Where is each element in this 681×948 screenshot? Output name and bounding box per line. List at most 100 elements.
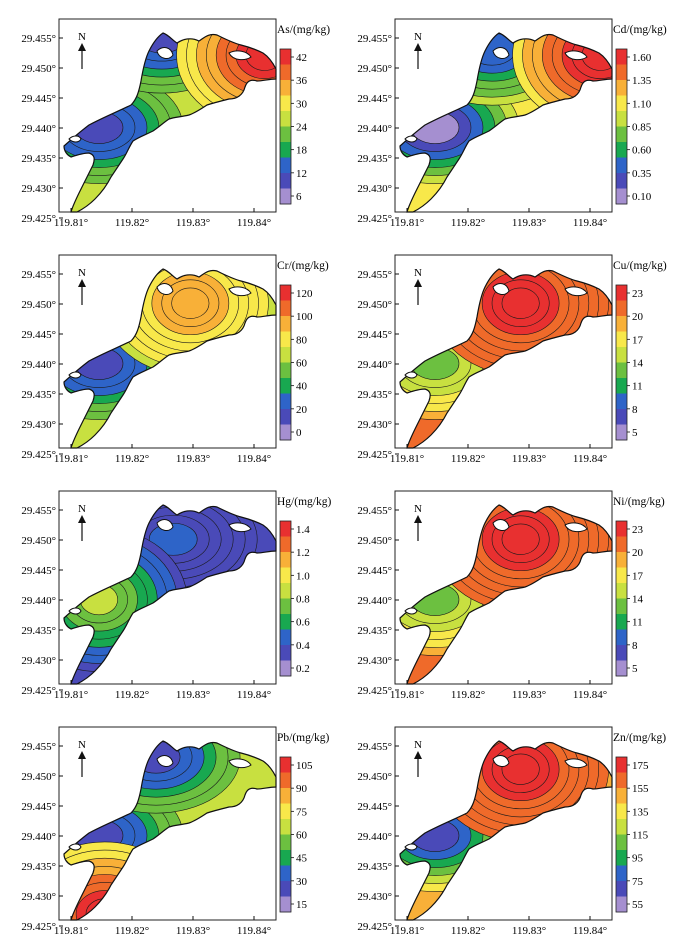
x-tick-label: 119.82° — [115, 925, 149, 937]
colorbar-segment — [280, 103, 291, 112]
colorbar-segment — [616, 757, 627, 766]
colorbar-title: Cr/(mg/kg) — [277, 260, 329, 272]
island — [492, 519, 510, 531]
island — [156, 519, 174, 531]
colorbar-tick-label: 45 — [296, 853, 308, 865]
map-panel: N 29.455° 29.450° 29.445° 29.440° 29.435° 29.4… — [357, 490, 665, 701]
colorbar-segment — [280, 652, 291, 661]
colorbar-segment — [616, 385, 627, 394]
colorbar: 23 20 17 14 11 8 5 — [615, 520, 644, 677]
colorbar-tick-label: 12 — [296, 168, 307, 180]
y-tick-label: 29.435° — [357, 625, 392, 637]
colorbar-segment — [616, 316, 627, 325]
colorbar-tick-label: 36 — [296, 75, 308, 87]
island — [68, 135, 82, 143]
map-panel: N 29.455° 29.450° 29.445° 29.440° 29.435° 29.4… — [357, 726, 666, 937]
y-tick-label: 29.425° — [357, 213, 392, 225]
colorbar-tick-label: 60 — [296, 830, 308, 842]
colorbar-title: Zn/(mg/kg) — [613, 732, 666, 744]
colorbar-segment — [616, 645, 627, 654]
colorbar-segment — [616, 881, 627, 890]
north-arrow: N — [414, 267, 422, 305]
colorbar-segment — [616, 347, 627, 356]
island — [156, 283, 174, 295]
colorbar-tick-label: 5 — [632, 663, 638, 675]
colorbar-segment — [280, 521, 291, 530]
colorbar-segment — [280, 87, 291, 96]
y-tick-label: 29.430° — [357, 891, 392, 903]
colorbar-segment — [280, 362, 291, 371]
x-tick-label: 119.81° — [54, 689, 88, 701]
colorbar-segment — [280, 393, 291, 402]
map-panel: N 29.455° 29.450° 29.445° 29.440° 29.435° 29.4… — [21, 254, 329, 465]
map-panel: N 29.455° 29.450° 29.445° 29.440° 29.435° 29.4… — [357, 18, 667, 229]
colorbar-segment — [280, 842, 291, 851]
colorbar-tick-label: 0.8 — [296, 594, 310, 606]
island — [492, 47, 510, 59]
colorbar-segment — [280, 111, 291, 120]
colorbar-segment — [616, 772, 627, 781]
colorbar-segment — [280, 56, 291, 65]
colorbar-segment — [616, 567, 627, 576]
colorbar-segment — [280, 544, 291, 553]
colorbar-tick-label: 11 — [632, 381, 643, 393]
colorbar-segment — [280, 788, 291, 797]
x-tick-label: 119.83° — [176, 689, 210, 701]
colorbar-tick-label: 0.10 — [632, 191, 652, 203]
y-tick-label: 29.440° — [21, 595, 56, 607]
colorbar-segment — [280, 621, 291, 630]
colorbar-title: Cd/(mg/kg) — [613, 24, 667, 36]
y-tick-label: 29.435° — [21, 153, 56, 165]
colorbar-segment — [280, 49, 291, 58]
colorbar-segment — [280, 80, 291, 89]
island — [404, 135, 418, 143]
colorbar-segment — [280, 668, 291, 677]
x-tick-label: 119.81° — [54, 453, 88, 465]
colorbar-segment — [616, 637, 627, 646]
y-tick-label: 29.430° — [21, 419, 56, 431]
colorbar-segment — [616, 49, 627, 58]
colorbar-segment — [280, 316, 291, 325]
lake-outline — [63, 504, 277, 685]
hotspot-contour — [501, 287, 540, 319]
colorbar-title: Cu/(mg/kg) — [613, 260, 667, 272]
colorbar-segment — [280, 772, 291, 781]
colorbar-segment — [280, 331, 291, 340]
colorbar-tick-label: 15 — [296, 899, 308, 911]
colorbar-tick-label: 75 — [296, 806, 308, 818]
colorbar-tick-label: 55 — [632, 899, 644, 911]
y-tick-label: 29.440° — [21, 123, 56, 135]
colorbar-segment — [280, 629, 291, 638]
colorbar: 1.4 1.2 1.0 0.8 0.6 0.4 0.2 — [279, 520, 310, 677]
x-tick-label: 119.81° — [390, 689, 424, 701]
colorbar-tick-label: 0.6 — [296, 617, 310, 629]
colorbar-segment — [280, 432, 291, 441]
colorbar-tick-label: 75 — [632, 876, 644, 888]
colorbar-segment — [280, 811, 291, 820]
colorbar-tick-label: 0.2 — [296, 663, 310, 675]
colorbar-segment — [280, 323, 291, 332]
colorbar-segment — [280, 637, 291, 646]
y-tick-label: 29.435° — [357, 861, 392, 873]
colorbar-segment — [616, 72, 627, 81]
island — [156, 755, 174, 767]
colorbar-segment — [616, 521, 627, 530]
colorbar-tick-label: 24 — [296, 122, 308, 134]
y-tick-label: 29.430° — [357, 419, 392, 431]
colorbar-segment — [280, 339, 291, 348]
y-tick-label: 29.435° — [21, 625, 56, 637]
colorbar: 175 155 135 115 95 75 55 — [615, 756, 649, 913]
colorbar-segment — [616, 393, 627, 402]
colorbar-tick-label: 0.4 — [296, 640, 310, 652]
colorbar-segment — [280, 780, 291, 789]
lake-outline — [399, 504, 613, 685]
island — [404, 607, 418, 615]
map-panel: N 29.455° 29.450° 29.445° 29.440° 29.435° 29.4… — [357, 254, 667, 465]
x-tick-label: 119.83° — [512, 925, 546, 937]
colorbar-tick-label: 42 — [296, 52, 307, 64]
island — [68, 843, 82, 851]
colorbar-segment — [616, 180, 627, 189]
colorbar-segment — [280, 583, 291, 592]
y-tick-label: 29.450° — [21, 63, 56, 75]
island — [404, 843, 418, 851]
